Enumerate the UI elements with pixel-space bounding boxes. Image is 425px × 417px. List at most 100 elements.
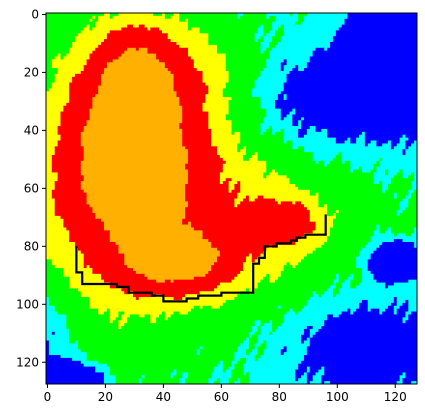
heatmap-cell-run <box>208 88 224 92</box>
heatmap-cell-run <box>60 137 82 141</box>
heatmap-cell-run <box>57 131 82 136</box>
heatmap-cell-run <box>231 178 290 182</box>
heatmap-cell-run <box>373 250 418 254</box>
heatmap-cell-run <box>292 308 302 312</box>
heatmap-cell-run <box>69 82 102 86</box>
heatmap-cell-run <box>89 204 189 208</box>
heatmap-cell-run <box>185 381 209 385</box>
heatmap-cell-run <box>298 363 418 368</box>
heatmap-cell-run <box>283 128 299 133</box>
heatmap-cell-run <box>292 108 296 112</box>
heatmap-cell-run <box>283 30 337 34</box>
heatmap-cell-run <box>80 186 186 191</box>
heatmap-cell-run <box>77 340 244 344</box>
heatmap-cell-run <box>46 73 56 78</box>
heatmap-cell-run <box>251 155 258 159</box>
heatmap-cell-run <box>272 39 282 43</box>
heatmap-cell-run <box>118 247 218 252</box>
heatmap-cell-run <box>46 76 56 81</box>
heatmap-cell-run <box>199 349 238 353</box>
heatmap-cell-run <box>54 198 87 202</box>
heatmap-cell-run <box>283 134 299 139</box>
heatmap-cell-run <box>63 218 102 223</box>
heatmap-cell-run <box>301 334 311 339</box>
heatmap-cell-run <box>170 70 203 75</box>
heatmap-cell-run <box>350 311 354 315</box>
heatmap-cell-run <box>263 27 273 31</box>
heatmap-cell-run <box>80 163 186 168</box>
heatmap-cell-run <box>359 253 372 257</box>
heatmap-cell-run <box>283 82 418 86</box>
heatmap-cell-run <box>211 268 244 272</box>
heatmap-cell-run <box>327 317 403 321</box>
heatmap-cell-run <box>179 378 186 382</box>
heatmap-cell-run <box>234 366 244 370</box>
heatmap-cell-run <box>188 181 221 185</box>
heatmap-cell-run <box>179 311 189 315</box>
heatmap-cell-run <box>295 369 308 373</box>
heatmap-cell-run <box>48 352 87 356</box>
heatmap-cell-run <box>234 276 264 281</box>
heatmap-cell-run <box>309 381 322 385</box>
heatmap-cell-run <box>214 381 221 385</box>
heatmap-cell-run <box>257 39 264 43</box>
heatmap-cell-run <box>376 224 380 228</box>
heatmap-cell-run <box>103 221 183 225</box>
heatmap-cell-run <box>182 221 189 225</box>
heatmap-cell-run <box>77 346 201 350</box>
heatmap-cell-run <box>46 50 70 54</box>
heatmap-cell-run <box>350 137 357 141</box>
heatmap-cell-run <box>405 299 409 304</box>
heatmap-cell-run <box>217 44 261 49</box>
heatmap-cell-run <box>219 378 230 382</box>
heatmap-cell-run <box>243 268 285 272</box>
heatmap-cell-run <box>124 256 218 260</box>
heatmap-cell-run <box>51 160 82 165</box>
heatmap-cell-run <box>83 146 186 150</box>
heatmap-cell-run <box>228 102 261 107</box>
heatmap-cell-run <box>54 265 85 269</box>
heatmap-cell-run <box>402 320 406 324</box>
heatmap-cell-run <box>295 21 302 25</box>
heatmap-cell-run <box>185 195 238 199</box>
heatmap-cell-run <box>257 155 314 159</box>
heatmap-cell-run <box>301 308 348 312</box>
heatmap-cell-run <box>144 24 189 28</box>
heatmap-cell-run <box>167 36 209 40</box>
heatmap-cell-run <box>46 175 58 179</box>
heatmap-cell-run <box>83 259 125 263</box>
heatmap-cell-run <box>312 375 322 379</box>
heatmap-cell-run <box>277 97 285 101</box>
heatmap-cell-run <box>46 39 76 43</box>
heatmap-cell-run <box>286 346 308 350</box>
heatmap-cell-run <box>86 123 180 127</box>
heatmap-cell-run <box>289 181 374 185</box>
heatmap-cell-run <box>86 265 90 269</box>
heatmap-cell-run <box>188 149 218 153</box>
heatmap-cell-run <box>361 299 369 304</box>
heatmap-cell-run <box>86 62 108 66</box>
heatmap-cell-run <box>182 297 235 301</box>
heatmap-cell-run <box>124 323 256 327</box>
heatmap-cell-run <box>306 299 363 304</box>
heatmap-cell-run <box>240 131 261 136</box>
heatmap-cell-run <box>356 262 369 266</box>
heatmap-cell-run <box>338 291 418 295</box>
heatmap-cell-run <box>193 65 227 69</box>
heatmap-cell-run <box>51 259 85 263</box>
heatmap-cell-run <box>46 366 96 370</box>
heatmap-cell-run <box>260 102 276 107</box>
heatmap-cell-run <box>309 328 319 333</box>
heatmap-cell-run <box>92 210 186 214</box>
heatmap-cell-run <box>234 201 241 205</box>
heatmap-cell-run <box>263 175 267 179</box>
heatmap-cell-run <box>60 117 90 121</box>
heatmap-cell-run <box>51 82 70 86</box>
heatmap-cell-run <box>338 152 343 156</box>
heatmap-cell-run <box>46 262 53 266</box>
heatmap-cell-run <box>196 352 201 356</box>
heatmap-cell-run <box>341 285 351 289</box>
heatmap-cell-run <box>254 343 261 347</box>
heatmap-cell-run <box>54 152 85 156</box>
heatmap-cell-run <box>46 201 56 205</box>
